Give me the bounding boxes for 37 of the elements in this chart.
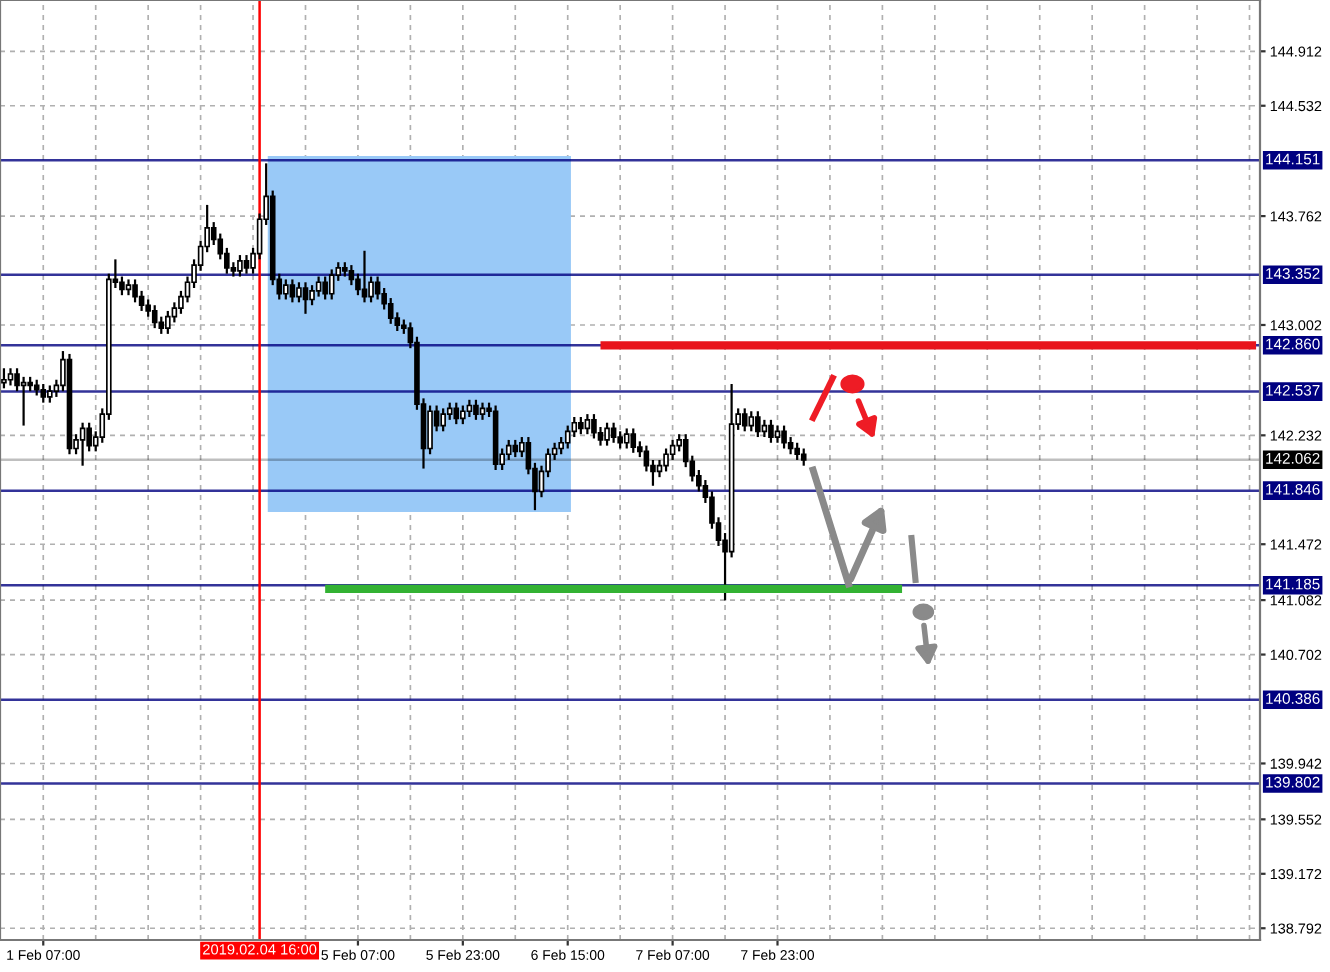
candlestick (387, 296, 394, 325)
candlestick (630, 427, 637, 454)
candlestick (309, 284, 315, 307)
candlestick (460, 404, 466, 426)
candlestick (505, 438, 512, 462)
candlestick (315, 275, 322, 298)
candlestick (322, 275, 328, 301)
candlestick (328, 268, 335, 301)
candlestick (781, 424, 787, 450)
candlestick (440, 407, 446, 433)
candlestick (768, 418, 774, 444)
candlestick (1, 367, 7, 390)
candlestick (741, 407, 748, 433)
candlestick (283, 278, 289, 301)
candlestick (289, 278, 296, 304)
candlestick (584, 413, 591, 436)
candlestick (473, 398, 479, 421)
candlestick (610, 421, 617, 444)
candlestick (427, 404, 433, 456)
candlestick (755, 410, 761, 439)
candlestick (604, 421, 610, 447)
candlestick (348, 263, 355, 287)
candlestick (165, 309, 171, 335)
candlestick (296, 281, 302, 304)
candlestick (623, 427, 630, 450)
candlestick (243, 253, 250, 275)
candlestick (40, 382, 47, 404)
candlestick (302, 281, 309, 315)
candlestick (591, 413, 597, 440)
candlestick (564, 424, 571, 450)
candlestick (132, 278, 138, 304)
candlestick (748, 410, 755, 433)
candlestick (79, 421, 86, 467)
candlestick (151, 304, 158, 330)
candlestick (663, 447, 669, 473)
candlestick (453, 401, 460, 426)
candlestick (237, 253, 243, 278)
